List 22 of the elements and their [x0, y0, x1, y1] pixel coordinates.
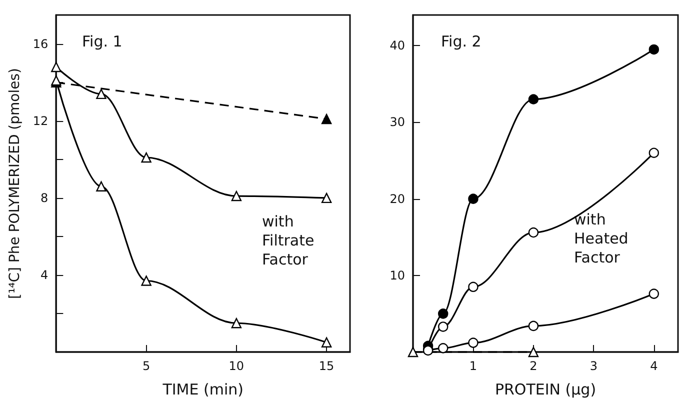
y-tick-label: 8	[40, 190, 48, 205]
annotation: Fig. 1	[82, 32, 122, 50]
x-axis-title: TIME (min)	[162, 380, 244, 398]
y-tick-label: 30	[390, 115, 405, 130]
x-tick-label: 5	[142, 359, 150, 373]
x-axis-title: PROTEIN (μg)	[494, 380, 596, 398]
y-tick-label: 12	[32, 114, 48, 128]
x-tick-label: 3	[590, 359, 598, 373]
annotation: with Heated Factor	[574, 210, 628, 266]
x-tick-label: 4	[650, 359, 658, 373]
annotation: Fig. 2	[441, 32, 482, 50]
y-tick-label: 4	[40, 268, 48, 282]
x-tick-label: 2	[530, 359, 538, 373]
annotation: with Filtrate Factor	[262, 212, 314, 268]
y-axis-title: [¹⁴C] Phe POLYMERIZED (pmoles)	[7, 68, 23, 299]
y-tick-label: 16	[32, 36, 48, 51]
y-tick-label: 40	[390, 38, 405, 53]
x-tick-label: 1	[469, 359, 478, 373]
y-tick-label: 20	[390, 192, 405, 206]
y-tick-label: 10	[390, 268, 405, 282]
x-tick-label: 15	[318, 359, 334, 373]
x-tick-label: 10	[228, 359, 244, 373]
